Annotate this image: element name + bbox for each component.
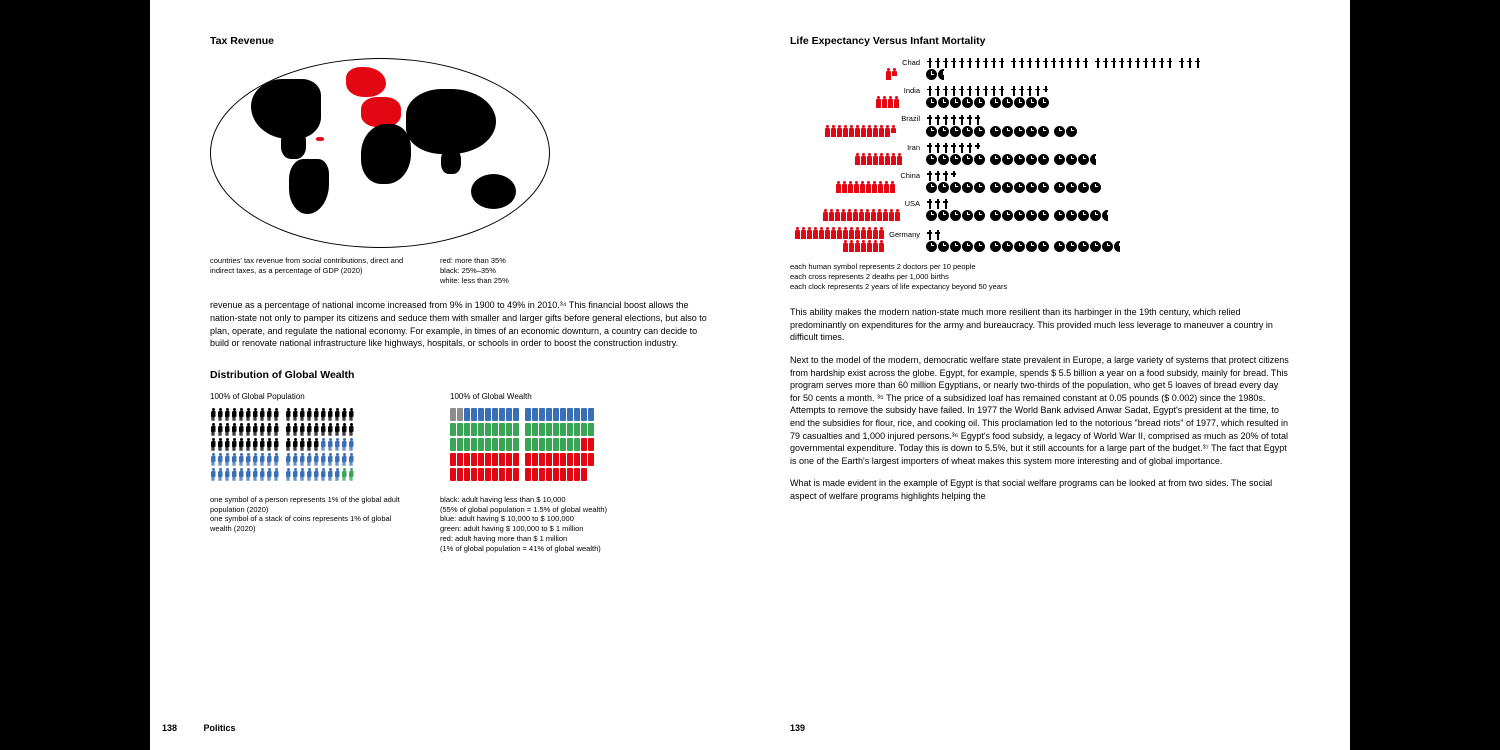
page-right: Life Expectancy Versus Infant Mortality … (750, 0, 1350, 750)
wealth-title: 100% of Global Wealth (450, 392, 660, 403)
map-legend-red: red: more than 35% (440, 256, 590, 266)
isotype-legend: each human symbol represents 2 doctors p… (790, 262, 1290, 292)
isotype-row: USA (790, 199, 1290, 221)
isotype-row: India (790, 86, 1290, 108)
population-col: 100% of Global Population (210, 392, 420, 481)
page-number-right: 139 (790, 722, 805, 734)
isotype-row: Chad (790, 58, 1290, 80)
body-text-1: revenue as a percentage of national inco… (210, 299, 710, 349)
wealth-caption-left: one symbol of a person represents 1% of … (210, 495, 410, 554)
map-legend-white: white: less than 25% (440, 276, 590, 286)
section-title-life: Life Expectancy Versus Infant Mortality (790, 34, 1290, 48)
world-map (210, 58, 550, 248)
wealth-col: 100% of Global Wealth (450, 392, 660, 481)
map-legend-black: black: 25%–35% (440, 266, 590, 276)
map-caption-left: countries' tax revenue from social contr… (210, 256, 410, 285)
isotype-row: Germany (790, 227, 1290, 252)
map-caption-row: countries' tax revenue from social contr… (210, 256, 710, 285)
section-title-tax: Tax Revenue (210, 34, 710, 48)
section-title-wealth: Distribution of Global Wealth (210, 368, 710, 382)
map-legend: red: more than 35% black: 25%–35% white:… (440, 256, 590, 285)
body-text-right: This ability makes the modern nation-sta… (790, 306, 1290, 502)
page-number-left: 138 Politics (162, 722, 236, 734)
isotype-row: China (790, 171, 1290, 193)
wealth-grid (450, 408, 660, 481)
isotype-table: Chad India Brazil Iran China USA Germany (790, 58, 1290, 252)
wealth-section: Distribution of Global Wealth 100% of Gl… (210, 368, 710, 553)
isotype-row: Brazil (790, 114, 1290, 136)
population-grid (210, 408, 420, 481)
iso-legend-1: each human symbol represents 2 doctors p… (790, 262, 1290, 272)
population-title: 100% of Global Population (210, 392, 420, 403)
book-spread: Tax Revenue countries' tax revenue from … (150, 0, 1350, 750)
iso-legend-3: each clock represents 2 years of life ex… (790, 282, 1290, 292)
wealth-caption-right: black: adult having less than $ 10,000 (… (440, 495, 680, 554)
isotype-row: Iran (790, 143, 1290, 165)
page-left: Tax Revenue countries' tax revenue from … (150, 0, 750, 750)
iso-legend-2: each cross represents 2 deaths per 1,000… (790, 272, 1290, 282)
chapter-label: Politics (204, 723, 236, 733)
